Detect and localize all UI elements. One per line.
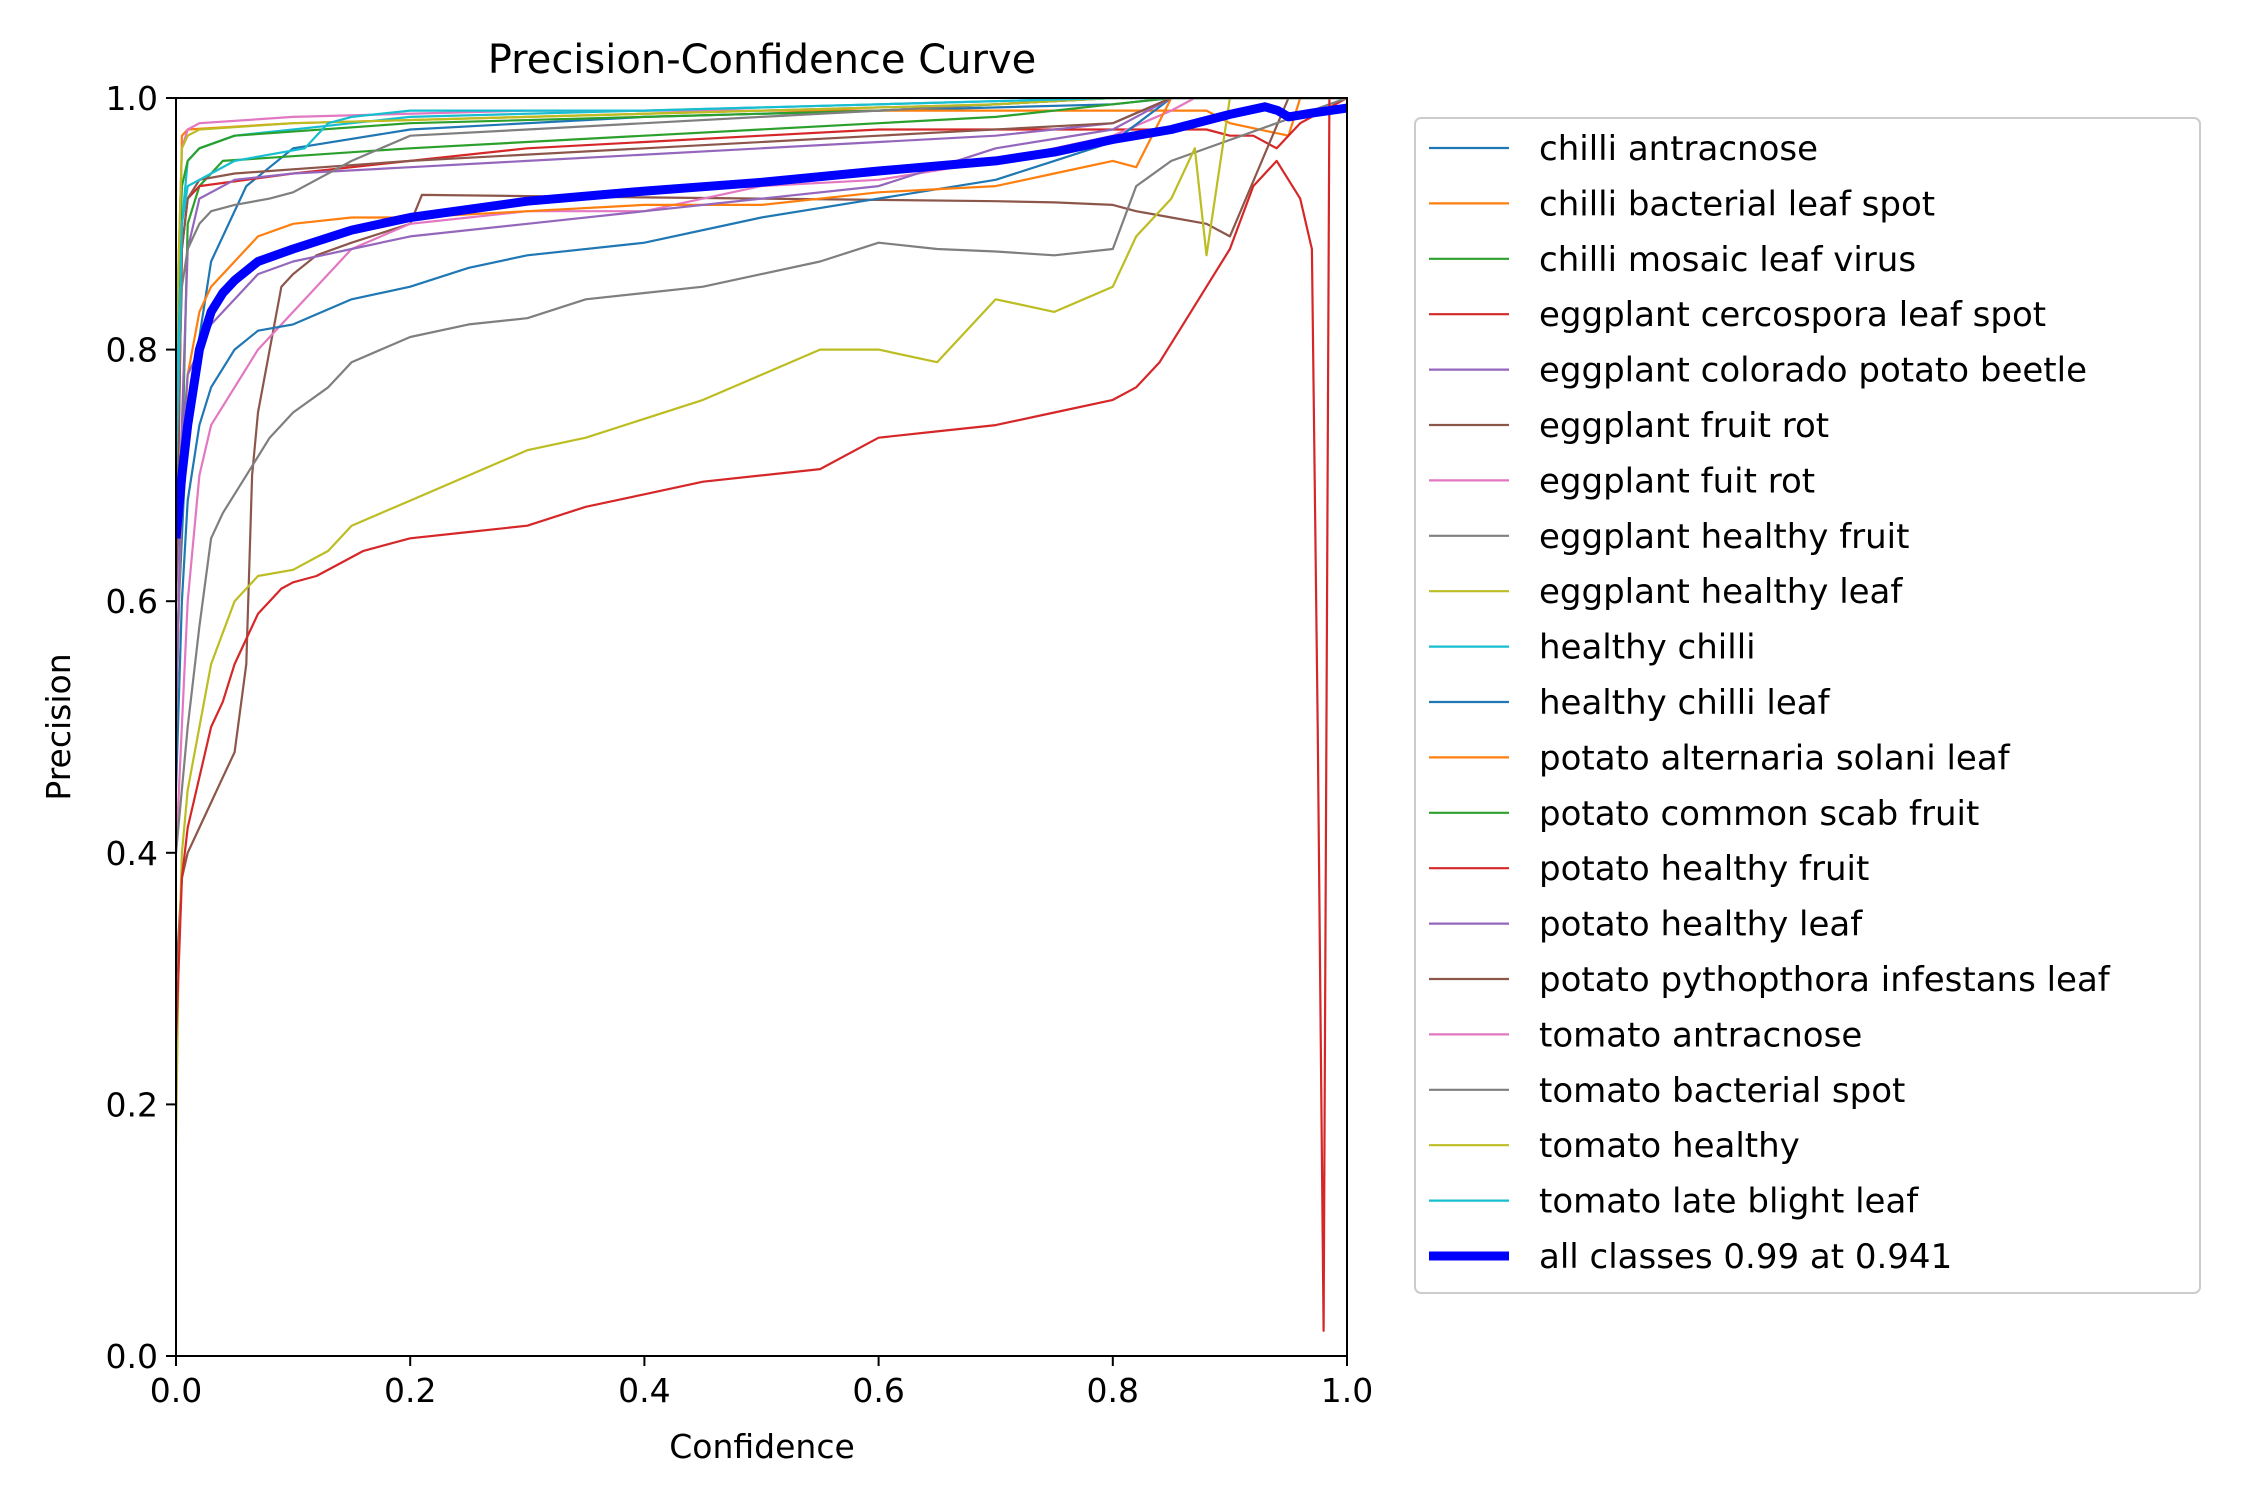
legend-label-3: eggplant cercospora leaf spot [1539,295,2046,335]
x-tick-label: 0.2 [384,1371,436,1410]
y-axis-label: Precision [39,653,78,800]
x-tick-label: 0.8 [1087,1371,1139,1410]
chart-title: Precision-Confidence Curve [488,37,1037,83]
series-line-13 [176,98,1347,1332]
x-axis-ticks: 0.0 0.2 0.4 0.6 0.8 1.0 [150,1356,1373,1410]
legend-label-20: all classes 0.99 at 0.941 [1539,1237,1952,1277]
y-tick-label: 0.8 [106,331,158,370]
series-line-5 [176,98,1347,979]
legend-label-19: tomato late blight leaf [1539,1182,1919,1222]
series-line-19 [176,98,1347,476]
series-line-15 [176,98,1347,602]
legend-label-14: potato healthy leaf [1539,905,1863,945]
legend-label-0: chilli antracnose [1539,129,1818,169]
x-tick-label: 0.4 [618,1371,670,1410]
legend: chilli antracnose chilli bacterial leaf s… [1414,117,2201,1294]
legend-label-12: potato common scab fruit [1539,794,1979,834]
series-line-10 [176,98,1347,790]
y-tick-label: 0.2 [106,1085,158,1124]
series-line-8 [176,98,1347,1143]
legend-label-15: potato pythopthora infestans leaf [1539,960,2111,1000]
legend-label-7: eggplant healthy fruit [1539,517,1909,557]
series-line-3 [176,98,1347,602]
legend-label-13: potato healthy fruit [1539,849,1869,889]
legend-label-9: healthy chilli [1539,628,1756,668]
x-tick-label: 0.6 [852,1371,904,1410]
plot-frame [175,97,1348,1357]
legend-box [1414,117,2201,1294]
y-tick-label: 0.6 [106,582,158,621]
legend-label-6: eggplant fuit rot [1539,461,1815,501]
legend-label-11: potato alternaria solani leaf [1539,738,2011,778]
x-axis-label: Confidence [669,1427,855,1466]
series-line-20 [176,102,1347,539]
plot-area [176,98,1347,1332]
legend-label-16: tomato antracnose [1539,1015,1862,1055]
legend-label-2: chilli mosaic leaf virus [1539,240,1916,280]
legend-label-1: chilli bacterial leaf spot [1539,184,1935,224]
series-line-7 [176,98,1347,853]
x-tick-label: 1.0 [1321,1371,1373,1410]
legend-label-4: eggplant colorado potato beetle [1539,351,2087,391]
legend-label-17: tomato bacterial spot [1539,1071,1905,1111]
series-line-2 [176,98,1347,728]
legend-label-8: eggplant healthy leaf [1539,572,1903,612]
legend-label-10: healthy chilli leaf [1539,683,1831,723]
legend-label-18: tomato healthy [1539,1126,1800,1166]
y-tick-label: 0.4 [106,834,158,873]
series-line-18 [176,98,1347,350]
y-tick-label: 0.0 [106,1337,158,1376]
legend-label-5: eggplant fruit rot [1539,406,1829,446]
series-line-11 [176,98,1347,728]
y-tick-label: 1.0 [106,79,158,118]
x-tick-label: 0.0 [150,1371,202,1410]
y-axis-ticks: 0.0 0.2 0.4 0.6 0.8 1.0 [106,79,176,1376]
